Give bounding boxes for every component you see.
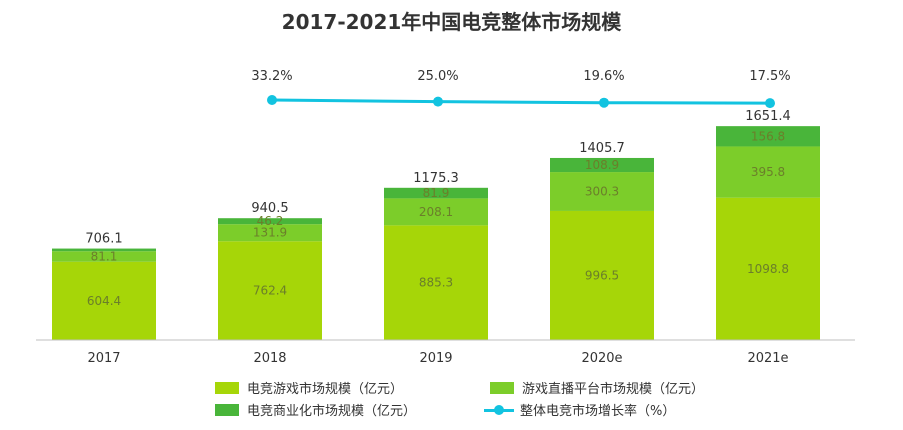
total-label-2021e: 1651.4	[745, 109, 791, 124]
bar-esports-game-2021e	[716, 197, 820, 340]
bar-live-streaming-2018	[218, 224, 322, 242]
legend-item-live-streaming: 游戏直播平台市场规模（亿元）	[490, 378, 704, 397]
bar-commercial-2017	[52, 248, 156, 252]
legend-swatch-live-streaming	[490, 381, 514, 394]
growth-point-2019	[433, 96, 443, 107]
bar-live-streaming-2020e	[550, 172, 654, 211]
bar-live-streaming-2019	[384, 198, 488, 226]
x-tick-label-2019: 2019	[419, 351, 452, 366]
bar-commercial-2018	[218, 218, 322, 225]
legend-line-icon	[484, 404, 514, 416]
x-axis: 2017 2018 2019 2020e 2021e	[36, 339, 855, 366]
data-label-live-streaming-2019: 208.1	[419, 205, 453, 219]
bar-commercial-2020e	[550, 157, 654, 173]
legend-item-growth-rate: 整体电竞市场增长率（%）	[484, 400, 675, 419]
legend-label-live-streaming: 游戏直播平台市场规模（亿元）	[522, 382, 705, 397]
growth-rate-line	[271, 98, 771, 105]
x-tick-label-2021e: 2021e	[747, 351, 788, 366]
data-label-commercial-2020e: 108.9	[585, 158, 619, 172]
chart-title: 2017-2021年中国电竞整体市场规模	[281, 10, 622, 34]
data-label-commercial-2019: 81.9	[423, 186, 450, 200]
growth-label-2019: 25.0%	[417, 69, 458, 84]
legend-swatch-esports-game	[215, 381, 239, 394]
legend-line-marker	[494, 404, 504, 415]
growth-line-layer: 33.2% 25.0% 19.6% 17.5%	[251, 69, 791, 109]
legend-swatch-commercial	[215, 403, 239, 416]
data-label-commercial-2021e: 156.8	[751, 129, 785, 143]
data-label-commercial-2018: 46.2	[257, 214, 284, 228]
bar-esports-game-2017	[52, 261, 156, 340]
data-label-esports-game-2021e: 1098.8	[747, 262, 789, 276]
total-label-2019: 1175.3	[413, 171, 459, 186]
data-label-esports-game-2019: 885.3	[419, 276, 453, 290]
bar-live-streaming-2017	[52, 251, 156, 262]
bar-live-streaming-2021e	[716, 146, 820, 198]
growth-label-2018: 33.2%	[251, 69, 292, 84]
growth-label-2020e: 19.6%	[583, 69, 624, 84]
data-label-live-streaming-2021e: 395.8	[751, 165, 785, 179]
total-label-2017: 706.1	[85, 232, 122, 247]
legend-item-commercial: 电竞商业化市场规模（亿元）	[215, 400, 416, 419]
growth-point-2020e	[599, 97, 609, 108]
data-label-live-streaming-2017: 81.1	[91, 249, 118, 263]
bar-commercial-2019	[384, 187, 488, 199]
x-tick-label-2017: 2017	[87, 351, 120, 366]
legend-label-growth-rate: 整体电竞市场增长率（%）	[520, 404, 676, 419]
bar-commercial-2021e	[716, 126, 820, 147]
bar-esports-game-2019	[384, 225, 488, 340]
x-tick-label-2018: 2018	[253, 351, 286, 366]
bar-esports-game-2020e	[550, 210, 654, 340]
data-label-esports-game-2020e: 996.5	[585, 268, 619, 282]
x-tick-label-2020e: 2020e	[581, 351, 622, 366]
growth-label-2021e: 17.5%	[749, 69, 790, 84]
data-label-live-streaming-2018: 131.9	[253, 226, 287, 240]
legend-label-esports-game: 电竞游戏市场规模（亿元）	[247, 382, 404, 397]
total-label-2020e: 1405.7	[579, 141, 625, 156]
growth-point-2021e	[765, 98, 775, 109]
growth-point-2018	[267, 95, 277, 105]
bar-esports-game-2018	[218, 241, 322, 340]
legend-label-commercial: 电竞商业化市场规模（亿元）	[247, 404, 417, 419]
total-label-2018: 940.5	[251, 201, 288, 216]
bars-layer	[52, 126, 820, 340]
data-label-esports-game-2017: 604.4	[87, 294, 121, 308]
legend-item-esports-game: 电竞游戏市场规模（亿元）	[215, 378, 403, 397]
data-label-esports-game-2018: 762.4	[253, 284, 287, 298]
data-label-live-streaming-2020e: 300.3	[585, 185, 619, 199]
